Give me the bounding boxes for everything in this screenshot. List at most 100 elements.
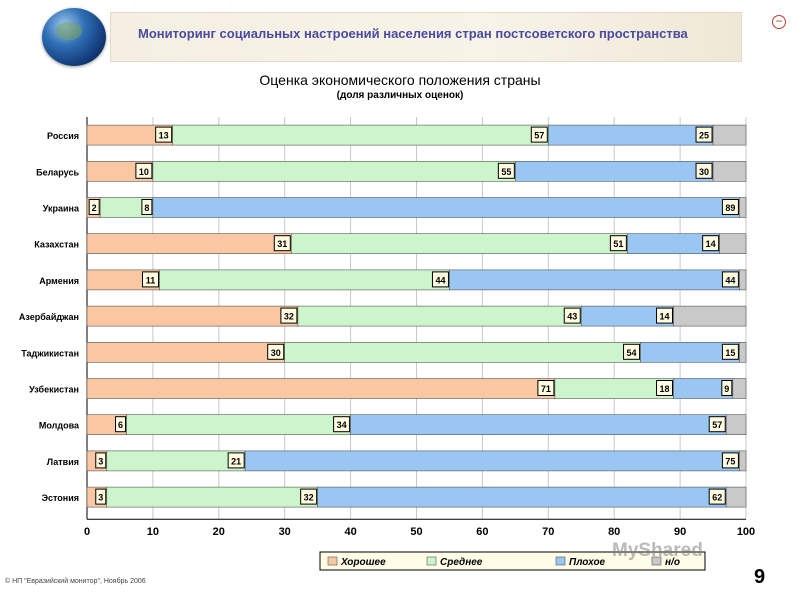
x-tick-label: 0: [84, 526, 90, 538]
data-label-box: [721, 271, 739, 288]
bar-segment: [172, 124, 549, 146]
data-label: 44: [435, 275, 445, 285]
data-label: 30: [699, 167, 709, 177]
data-label-box: [155, 126, 173, 143]
x-tick-label: 90: [674, 526, 686, 538]
bar-segment: [739, 197, 747, 218]
bar-segment: [719, 233, 747, 254]
bar-segment: [739, 450, 747, 472]
bar-segment: [106, 486, 318, 508]
x-tick-label: 60: [476, 526, 488, 538]
x-tick-label: 50: [410, 526, 422, 538]
data-label: 21: [231, 456, 241, 466]
bar-segment: [152, 161, 516, 182]
bar-segment: [725, 414, 747, 436]
category-label: Таджикистан: [21, 348, 79, 358]
data-label: 57: [534, 131, 544, 141]
data-label: 9: [724, 384, 729, 394]
bar-segment: [86, 341, 285, 363]
data-label: 89: [725, 203, 735, 213]
data-label-box: [431, 271, 449, 288]
data-label-box: [708, 488, 726, 505]
data-label-box: [333, 416, 351, 433]
category-label: Казахстан: [34, 240, 79, 250]
legend-box: [319, 551, 706, 571]
data-label-box: [563, 307, 581, 324]
data-label-box: [708, 416, 726, 433]
legend-swatch: [327, 556, 338, 566]
data-label-box: [135, 162, 153, 179]
category-label: Беларусь: [36, 167, 79, 177]
bar-segment: [297, 305, 582, 327]
data-label: 25: [699, 131, 709, 141]
category-label: Узбекистан: [29, 385, 79, 395]
bar-segment: [152, 197, 740, 218]
data-label-box: [273, 235, 291, 252]
data-label: 51: [613, 239, 623, 249]
data-label-box: [537, 380, 555, 396]
legend-label: Плохое: [569, 557, 606, 568]
bar-segment: [712, 161, 747, 182]
data-label: 3: [98, 493, 103, 503]
bar-segment: [554, 378, 674, 399]
bar-segment: [159, 269, 450, 291]
x-tick-label: 80: [608, 526, 620, 538]
data-label: 57: [712, 420, 722, 430]
bar-segment: [244, 450, 740, 472]
bar-segment: [732, 378, 747, 399]
close-icon[interactable]: −: [772, 15, 786, 29]
data-label: 2: [92, 203, 97, 213]
legend-label: Хорошее: [340, 557, 386, 568]
data-label-box: [115, 416, 127, 433]
bar-segment: [673, 305, 747, 327]
bar-segment: [106, 450, 246, 472]
page-number: 9: [754, 566, 766, 588]
data-label: 8: [144, 203, 149, 213]
data-label-box: [88, 199, 100, 215]
chart-title: Оценка экономического положения страны: [259, 72, 541, 88]
legend-label: н/о: [665, 557, 680, 568]
x-tick-label: 70: [542, 526, 554, 538]
data-label: 62: [712, 493, 722, 503]
bar-segment: [725, 486, 747, 508]
copyright-text: © НП "Евразийский монитор", Ноябрь 2006: [5, 578, 146, 585]
x-tick-label: 100: [737, 526, 755, 538]
data-label-box: [702, 235, 720, 252]
bar-segment: [126, 414, 351, 436]
x-tick-label: 30: [279, 526, 291, 538]
data-label-box: [530, 126, 548, 143]
bar-segment: [290, 233, 628, 254]
data-label: 44: [725, 275, 735, 285]
data-label-box: [695, 126, 713, 143]
data-label-box: [721, 199, 739, 215]
bar-segment: [86, 233, 292, 254]
chart-subtitle: (доля различных оценок): [336, 90, 464, 101]
category-label: Азербайджан: [19, 312, 79, 322]
data-label: 75: [725, 456, 735, 466]
data-label: 11: [146, 275, 156, 285]
data-label-box: [656, 380, 674, 396]
data-label-box: [95, 488, 107, 505]
category-label: Молдова: [39, 421, 80, 431]
legend-label: Среднее: [440, 557, 483, 568]
data-label-box: [609, 235, 627, 252]
bar-segment: [86, 378, 556, 399]
legend-swatch: [651, 556, 662, 566]
data-label: 32: [284, 312, 294, 322]
bar-segment: [350, 414, 727, 436]
category-label: Армения: [39, 276, 79, 286]
data-label-box: [656, 307, 674, 324]
data-label-box: [141, 199, 153, 215]
data-label: 18: [660, 384, 670, 394]
data-label: 14: [660, 312, 670, 322]
data-label-box: [227, 452, 245, 469]
bar-segment: [739, 269, 747, 291]
bar-segment: [547, 124, 714, 146]
category-label: Россия: [47, 131, 79, 141]
data-label: 14: [706, 239, 716, 249]
data-label-box: [300, 488, 318, 505]
bar-segment: [515, 161, 714, 182]
bar-segment: [317, 486, 727, 508]
category-label: Эстония: [42, 493, 79, 503]
